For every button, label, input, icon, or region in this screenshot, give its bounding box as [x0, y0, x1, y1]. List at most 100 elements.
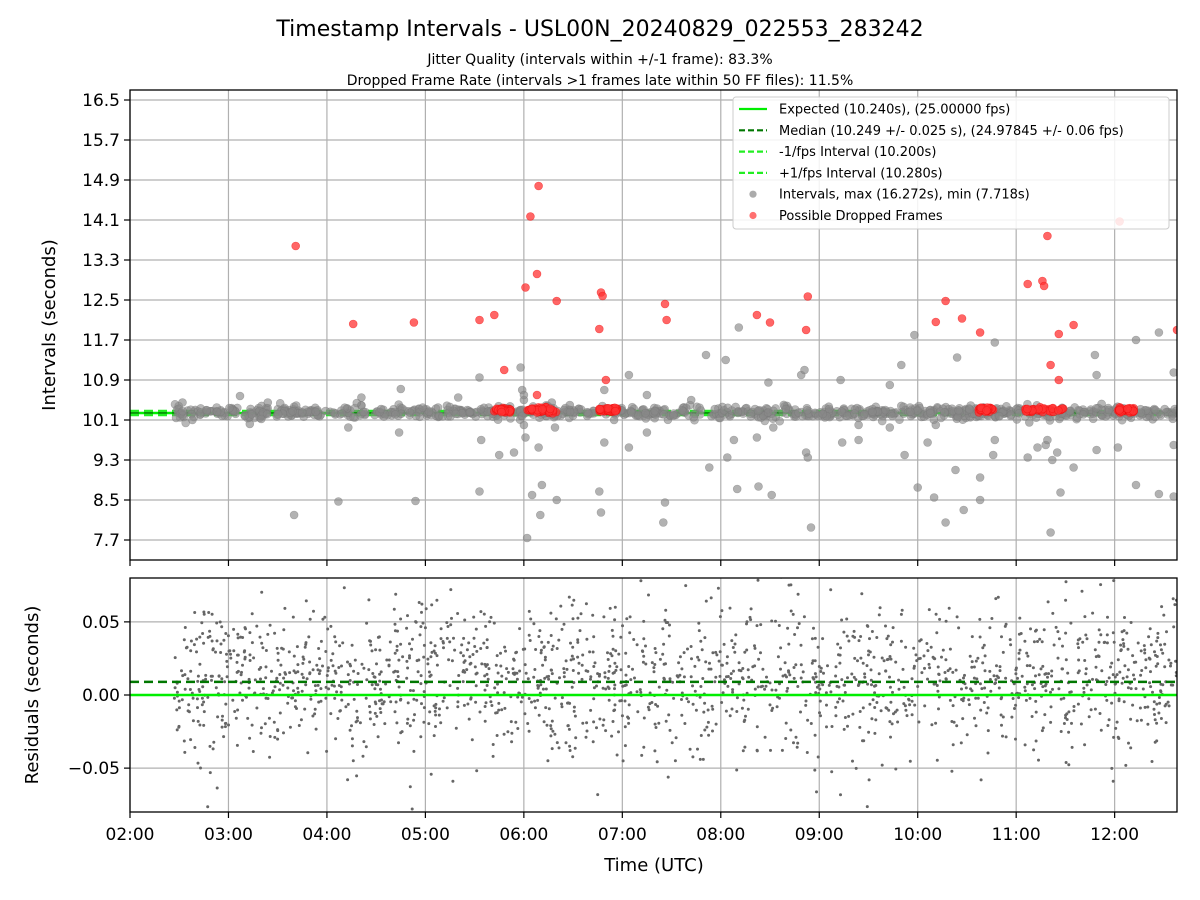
residual-point	[461, 654, 465, 658]
residual-point	[653, 722, 657, 726]
residual-point	[1156, 662, 1160, 666]
residual-point	[784, 721, 788, 725]
residual-point	[313, 684, 317, 688]
residual-point	[451, 779, 455, 783]
residual-point	[353, 658, 357, 662]
residual-point	[562, 671, 566, 675]
residual-point	[1033, 687, 1037, 691]
top-y-tick-label: 12.5	[82, 291, 120, 311]
residual-point	[335, 690, 339, 694]
residual-point	[175, 690, 179, 694]
residual-point	[731, 690, 735, 694]
residual-point	[591, 740, 595, 744]
residual-point	[595, 726, 598, 730]
residual-point	[969, 687, 973, 691]
residual-point	[527, 729, 531, 733]
residual-point	[1046, 600, 1050, 604]
residual-point	[1132, 673, 1135, 677]
figure-title: Timestamp Intervals - USL00N_20240829_02…	[275, 17, 923, 42]
residual-point	[621, 624, 624, 628]
residual-point	[482, 641, 486, 645]
residual-point	[351, 759, 355, 763]
interval-point	[746, 409, 755, 419]
residual-point	[611, 647, 615, 651]
residual-point	[412, 749, 416, 753]
residual-point	[894, 660, 898, 664]
residual-point	[889, 700, 893, 704]
residual-point	[278, 711, 282, 715]
residual-point	[331, 652, 335, 656]
x-tick-label: 02:00	[106, 825, 155, 845]
residual-point	[780, 748, 784, 752]
residual-point	[746, 668, 750, 672]
residual-point	[1011, 697, 1015, 700]
interval-point	[658, 518, 668, 527]
residual-point	[399, 697, 403, 701]
residual-point	[214, 650, 217, 654]
residual-point	[399, 617, 403, 621]
residual-point	[739, 669, 743, 673]
residual-point	[1115, 720, 1119, 724]
residual-point	[851, 712, 855, 716]
residual-point	[1160, 605, 1164, 609]
residual-point	[901, 667, 905, 671]
interval-point	[476, 435, 486, 445]
top-axes-frame	[129, 89, 1178, 561]
residual-point	[1034, 699, 1038, 703]
residual-point	[718, 615, 722, 619]
residual-point	[378, 679, 382, 683]
residual-point	[392, 607, 396, 611]
residual-point	[210, 612, 214, 616]
residual-point	[569, 658, 573, 662]
residual-point	[613, 605, 617, 609]
residual-point	[562, 667, 566, 671]
residual-point	[1125, 675, 1129, 679]
residual-point	[995, 664, 998, 668]
residual-point	[639, 579, 643, 583]
interval-point	[262, 409, 272, 419]
residual-point	[709, 596, 713, 600]
residual-point	[453, 648, 457, 652]
residual-point	[907, 697, 911, 701]
residual-point	[1010, 715, 1014, 719]
residual-point	[865, 664, 869, 668]
residual-point	[1068, 690, 1072, 694]
residual-point	[1143, 648, 1147, 652]
residual-point	[941, 648, 945, 652]
residual-point	[408, 642, 411, 646]
interval-point	[1048, 455, 1057, 465]
residual-point	[799, 676, 803, 680]
residual-point	[465, 648, 469, 652]
residual-point	[1153, 713, 1156, 716]
residual-point	[372, 723, 376, 726]
residual-point	[217, 674, 221, 678]
residual-point	[393, 710, 397, 714]
residual-point	[988, 626, 992, 630]
residual-point	[653, 663, 657, 666]
residual-point	[889, 657, 893, 661]
residual-point	[731, 646, 735, 649]
residual-point	[698, 695, 702, 699]
residual-point	[184, 646, 188, 650]
interval-point	[859, 409, 869, 419]
residual-point	[577, 661, 581, 665]
residual-point	[292, 654, 296, 658]
residual-point	[972, 676, 976, 680]
residual-point	[283, 671, 287, 675]
residual-point	[960, 698, 964, 701]
residual-point	[897, 678, 901, 682]
residual-point	[611, 634, 615, 638]
residual-point	[222, 735, 226, 739]
residual-point	[768, 703, 772, 707]
residual-point	[857, 639, 861, 643]
residual-point	[804, 703, 808, 707]
residual-point	[202, 641, 206, 645]
residual-point	[241, 663, 244, 667]
residual-point	[1000, 635, 1003, 639]
residual-point	[1140, 669, 1144, 672]
residual-point	[211, 747, 215, 751]
residual-point	[260, 726, 263, 730]
residual-point	[602, 718, 606, 722]
residual-point	[542, 720, 546, 724]
